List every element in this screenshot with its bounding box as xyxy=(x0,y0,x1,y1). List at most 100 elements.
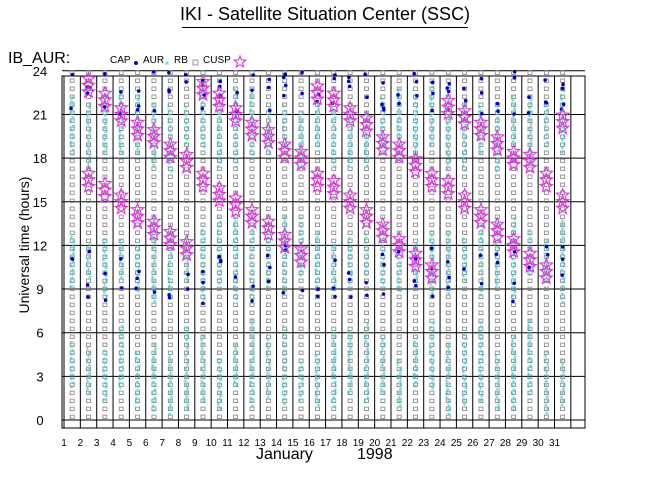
aur-marker: * xyxy=(119,93,123,102)
aur-marker: * xyxy=(461,248,465,257)
rb-marker xyxy=(265,366,271,371)
rb-marker xyxy=(560,398,566,403)
x-axis-year-label: 1998 xyxy=(357,446,393,463)
rb-marker xyxy=(347,166,353,171)
aur-marker: * xyxy=(414,100,418,109)
rb-marker xyxy=(462,366,467,371)
aur-marker: * xyxy=(301,110,305,119)
aur-marker: * xyxy=(282,364,286,373)
aur-marker: * xyxy=(169,370,173,379)
aur-marker: * xyxy=(396,362,400,371)
rb-marker xyxy=(216,286,222,291)
cap-marker xyxy=(479,112,484,116)
aur-marker: * xyxy=(266,345,270,354)
rb-marker xyxy=(445,342,451,347)
rb-marker xyxy=(167,126,173,131)
aur-marker: * xyxy=(152,354,156,363)
rb-marker xyxy=(102,406,108,411)
aur-marker: * xyxy=(529,129,533,138)
aur-marker: * xyxy=(512,134,516,143)
aur-marker: * xyxy=(445,382,449,391)
rb-marker xyxy=(167,94,173,99)
rb-marker xyxy=(364,302,369,307)
cusp-marker xyxy=(440,185,456,201)
aur-marker: * xyxy=(446,346,450,355)
rb-marker xyxy=(429,278,435,283)
aur-marker: * xyxy=(479,348,483,357)
aur-marker: * xyxy=(104,294,108,303)
rb-marker xyxy=(445,222,451,227)
aur-marker: * xyxy=(119,270,123,279)
aur-marker: * xyxy=(284,336,288,345)
rb-marker xyxy=(249,230,255,235)
aur-marker: * xyxy=(560,402,564,411)
aur-marker: * xyxy=(480,393,484,402)
rb-marker xyxy=(216,126,222,131)
rb-marker xyxy=(233,126,239,131)
aur-marker: * xyxy=(331,250,335,259)
cusp-marker xyxy=(424,178,440,193)
aur-marker: * xyxy=(118,238,122,247)
aur-marker: * xyxy=(104,277,108,286)
rb-marker xyxy=(200,358,206,363)
rb-marker xyxy=(184,406,190,411)
aur-marker: * xyxy=(281,275,285,284)
aur-marker: * xyxy=(544,258,548,267)
rb-marker xyxy=(233,270,239,275)
rb-marker xyxy=(527,206,533,211)
rb-marker xyxy=(543,70,549,75)
aur-marker: * xyxy=(316,398,320,407)
rb-marker xyxy=(462,358,467,363)
aur-marker: * xyxy=(217,143,221,152)
rb-marker xyxy=(347,254,353,259)
rb-marker xyxy=(527,406,533,411)
rb-marker xyxy=(265,190,271,195)
rb-marker xyxy=(462,142,467,147)
cap-marker xyxy=(119,286,124,290)
aur-marker: * xyxy=(218,272,222,281)
rb-marker xyxy=(315,374,320,379)
rb-marker xyxy=(167,270,173,275)
rb-marker xyxy=(331,254,337,259)
aur-marker: * xyxy=(561,137,565,146)
rb-marker xyxy=(249,270,255,275)
rb-marker xyxy=(118,174,124,179)
aur-marker: * xyxy=(137,248,141,257)
aur-marker: * xyxy=(480,288,484,297)
rb-marker xyxy=(102,246,108,251)
rb-marker xyxy=(315,398,320,403)
aur-marker: * xyxy=(480,239,484,248)
rb-marker xyxy=(298,366,304,371)
aur-marker: * xyxy=(234,267,238,276)
aur-marker: * xyxy=(88,126,92,135)
aur-marker: * xyxy=(348,155,352,164)
aur-marker: * xyxy=(234,227,238,236)
aur-marker: * xyxy=(167,354,171,363)
aur-marker: * xyxy=(152,399,156,408)
aur-marker: * xyxy=(103,133,107,142)
rb-marker xyxy=(331,190,337,195)
rb-marker xyxy=(265,222,271,227)
aur-marker: * xyxy=(298,369,302,378)
rb-marker xyxy=(233,326,239,331)
cusp-marker xyxy=(424,171,440,187)
aur-marker: * xyxy=(152,383,156,392)
x-tick-label: 31 xyxy=(549,438,561,449)
aur-marker: * xyxy=(414,137,418,146)
aur-marker: * xyxy=(462,373,466,382)
rb-marker xyxy=(249,110,255,115)
rb-marker xyxy=(69,366,75,371)
aur-marker: * xyxy=(446,166,450,175)
aur-marker: * xyxy=(446,342,450,351)
aur-marker: * xyxy=(545,127,549,136)
aur-marker: * xyxy=(251,247,255,256)
rb-marker xyxy=(118,382,124,387)
aur-marker: * xyxy=(462,257,466,266)
aur-marker: * xyxy=(249,284,253,293)
rb-marker xyxy=(560,302,566,307)
aur-marker: * xyxy=(153,375,157,384)
rb-marker xyxy=(347,246,353,251)
aur-marker: * xyxy=(464,167,468,176)
cap-marker xyxy=(217,254,222,259)
rb-marker xyxy=(86,110,91,115)
